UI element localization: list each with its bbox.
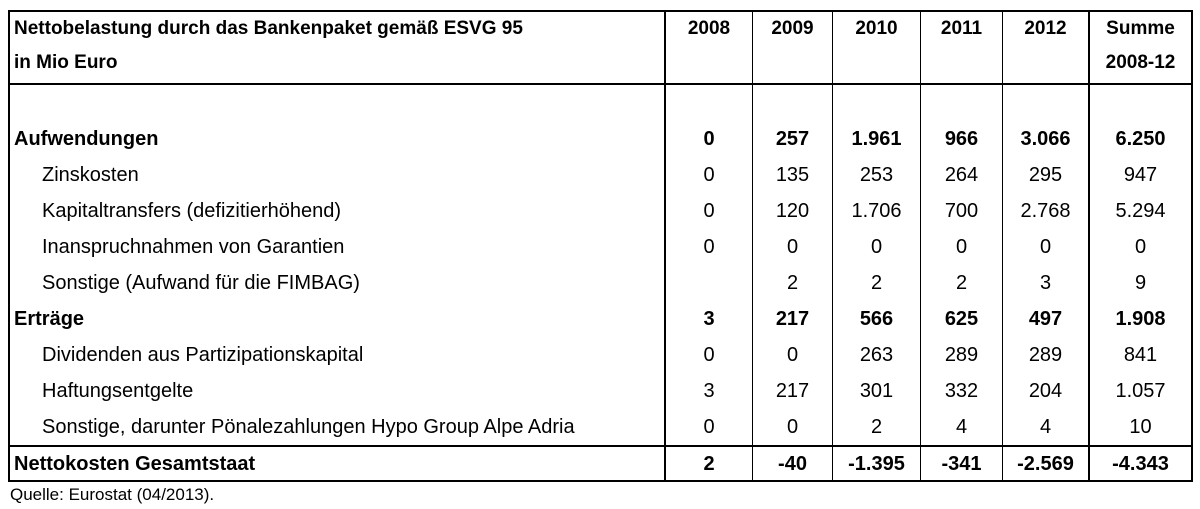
row-value: 0 [955, 236, 968, 258]
row-value: 0 [870, 236, 883, 258]
row-value: 2 [870, 416, 883, 438]
total-value: -40 [778, 453, 807, 475]
total-value: -2.569 [1017, 453, 1074, 475]
table-unit: in Mio Euro [14, 52, 118, 73]
row-value: 264 [944, 164, 979, 186]
source-note: Quelle: Eurostat (04/2013). [10, 485, 215, 504]
row-label: Aufwendungen [14, 128, 159, 150]
total-value: -341 [941, 453, 982, 475]
row-value: 0 [703, 128, 715, 150]
header-year-2011: 2011 [940, 18, 983, 39]
row-value: 301 [859, 380, 894, 402]
header-sum: Summe [1106, 18, 1175, 39]
column-separator [1088, 12, 1090, 480]
row-value: 3.066 [1020, 128, 1071, 150]
row-label: Sonstige, darunter Pönalezahlungen Hypo … [42, 416, 575, 438]
column-separator [920, 12, 921, 480]
total-label: Nettokosten Gesamtstaat [14, 453, 256, 475]
row-value: 0 [703, 164, 715, 186]
row-value: 700 [944, 200, 979, 222]
total-rule [10, 445, 1191, 447]
row-value: 3 [703, 380, 715, 402]
row-value: 289 [1028, 344, 1063, 366]
row-value: 2 [955, 272, 968, 294]
row-value: 947 [1123, 164, 1158, 186]
row-value: 1.706 [851, 200, 902, 222]
row-value: 120 [775, 200, 810, 222]
row-value: 966 [944, 128, 979, 150]
row-value: 2 [870, 272, 883, 294]
row-value: 289 [944, 344, 979, 366]
row-value: 0 [786, 416, 799, 438]
row-value: 2 [786, 272, 799, 294]
row-label: Sonstige (Aufwand für die FIMBAG) [42, 272, 360, 294]
row-value: 263 [859, 344, 894, 366]
row-value: 135 [775, 164, 810, 186]
row-value: 204 [1028, 380, 1063, 402]
row-value: 1.908 [1115, 308, 1166, 330]
row-value: 625 [944, 308, 979, 330]
row-value: 332 [944, 380, 979, 402]
row-label: Zinskosten [42, 164, 139, 186]
row-value: 0 [703, 344, 715, 366]
net-burden-table: Nettobelastung durch das Bankenpaket gem… [8, 10, 1193, 482]
row-value: 0 [786, 236, 799, 258]
total-value: -1.395 [848, 453, 905, 475]
total-value: -4.343 [1112, 453, 1169, 475]
row-value: 295 [1028, 164, 1063, 186]
row-value: 566 [859, 308, 894, 330]
row-value: 0 [786, 344, 799, 366]
row-label: Dividenden aus Partizipationskapital [42, 344, 364, 366]
row-value: 497 [1028, 308, 1063, 330]
row-value: 253 [859, 164, 894, 186]
row-value: 217 [775, 308, 810, 330]
row-value: 0 [1134, 236, 1147, 258]
row-value: 6.250 [1115, 128, 1166, 150]
row-value: 9 [1134, 272, 1147, 294]
row-value: 4 [955, 416, 968, 438]
row-value: 0 [703, 416, 715, 438]
column-separator [832, 12, 833, 480]
row-value: 10 [1129, 416, 1152, 438]
total-value: 2 [703, 453, 715, 475]
column-separator [1002, 12, 1003, 480]
header-year-2008: 2008 [687, 18, 731, 39]
row-label: Erträge [14, 308, 85, 330]
row-value: 3 [703, 308, 715, 330]
row-value: 1.961 [851, 128, 902, 150]
row-value: 0 [703, 236, 715, 258]
table-title: Nettobelastung durch das Bankenpaket gem… [14, 18, 523, 39]
header-sum-range: 2008-12 [1105, 52, 1176, 73]
row-label: Inanspruchnahmen von Garantien [42, 236, 345, 258]
row-value: 1.057 [1115, 380, 1166, 402]
header-year-2010: 2010 [855, 18, 898, 39]
row-value: 0 [1039, 236, 1052, 258]
row-value: 4 [1039, 416, 1052, 438]
row-value: 841 [1123, 344, 1158, 366]
row-value: 0 [703, 200, 715, 222]
row-value: 257 [775, 128, 810, 150]
row-label: Kapitaltransfers (defizitierhöhend) [42, 200, 342, 222]
row-value: 2.768 [1020, 200, 1071, 222]
row-label: Haftungsentgelte [42, 380, 194, 402]
column-separator [752, 12, 753, 480]
row-value: 217 [775, 380, 810, 402]
row-value: 5.294 [1115, 200, 1166, 222]
header-rule [10, 83, 1191, 85]
header-year-2009: 2009 [771, 18, 814, 39]
column-separator [664, 12, 666, 480]
row-value: 3 [1039, 272, 1052, 294]
header-year-2012: 2012 [1024, 18, 1067, 39]
